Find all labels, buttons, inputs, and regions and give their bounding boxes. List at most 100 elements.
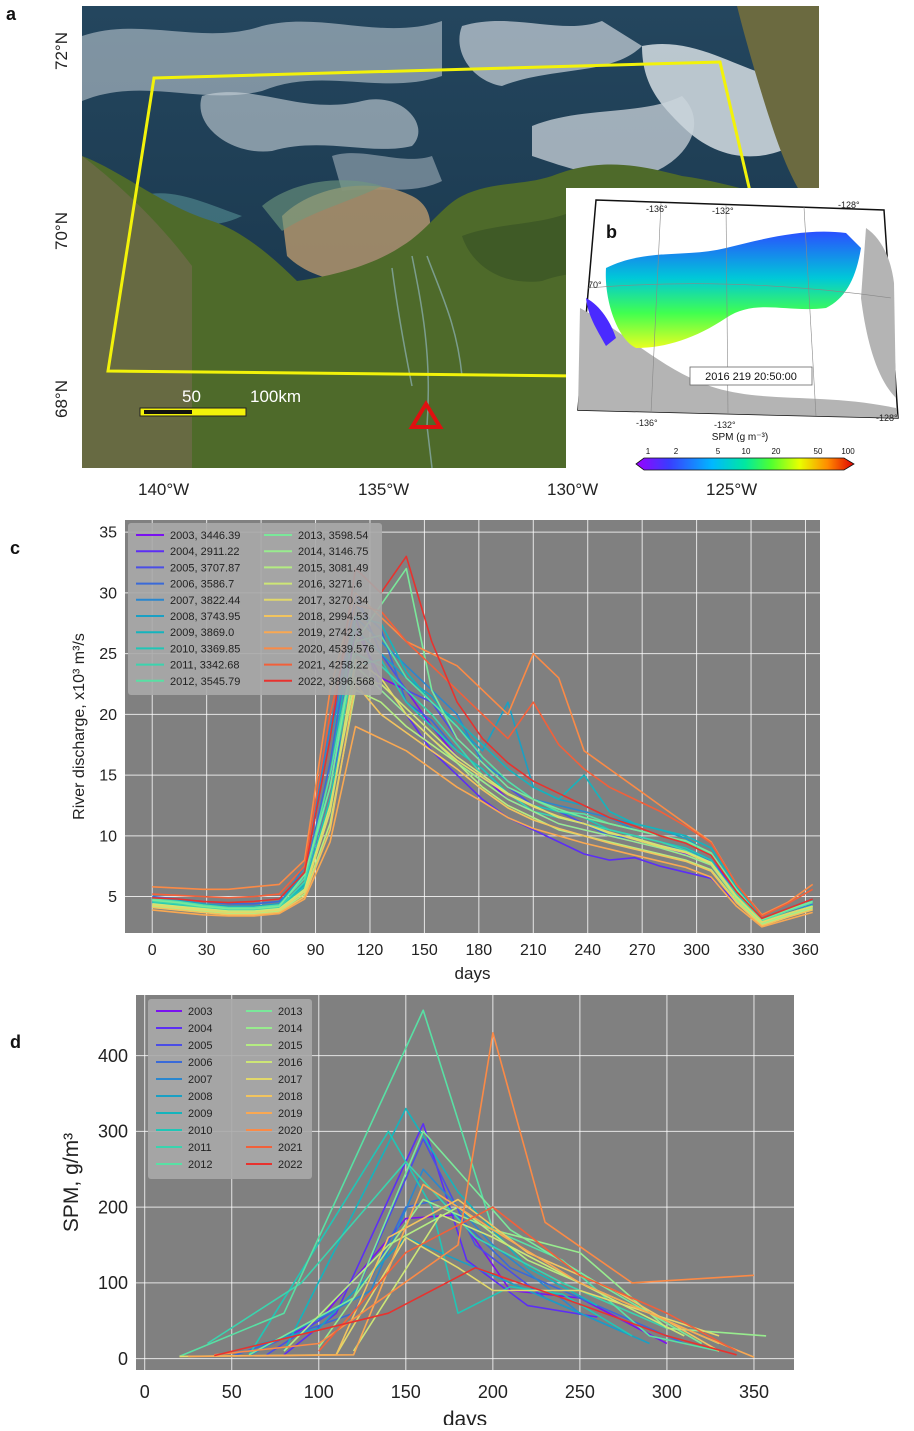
inset-lon-bottom-136: -136°: [636, 418, 658, 428]
chartC-legend-entry: 2013, 3598.54: [298, 530, 368, 542]
chartC-y-tick-label: 20: [99, 707, 117, 724]
chartC-legend-entry: 2014, 3146.75: [298, 546, 368, 558]
chartC-x-tick-label: 360: [792, 942, 819, 959]
chartC-series-line: [152, 634, 813, 922]
lon-label-140w: 140°W: [138, 480, 190, 499]
chartC-x-tick-label: 300: [683, 942, 710, 959]
chartC-x-tick-label: 150: [411, 942, 438, 959]
chartD-y-tick-label: 300: [98, 1122, 128, 1142]
chartD-legend-entry: 2016: [278, 1057, 302, 1069]
lon-label-125w: 125°W: [706, 480, 758, 499]
chartD-series-line: [248, 1168, 581, 1357]
chartD-legend-entry: 2011: [188, 1142, 212, 1154]
chartC-legend-entry: 2021, 4258.22: [298, 660, 368, 672]
chartC-y-tick-label: 10: [99, 828, 117, 845]
chartD-legend-entry: 2004: [188, 1023, 212, 1035]
chartD-y-tick-label: 0: [118, 1349, 128, 1369]
inset-land: [578, 308, 898, 418]
chartD-legend-entry: 2010: [188, 1125, 212, 1137]
scale-bar: [139, 407, 247, 417]
chartC-y-tick-label: 15: [99, 768, 117, 785]
chartC-legend-entry: 2015, 3081.49: [298, 562, 368, 574]
chartD-legend-entry: 2003: [188, 1006, 212, 1018]
inset-spm-edge: [586, 298, 616, 346]
chartD-y-tick-label: 100: [98, 1273, 128, 1293]
chartD-x-tick-label: 50: [222, 1382, 242, 1402]
colorbar-tick-20: 20: [772, 447, 781, 456]
chartD-series-line: [283, 1107, 598, 1352]
chartC-series-line: [152, 555, 813, 920]
colorbar-tick-1: 1: [646, 447, 651, 456]
chartD-legend-entry: 2020: [278, 1125, 302, 1137]
lon-label-130w: 130°W: [547, 480, 599, 499]
chartD-series-line: [335, 1198, 720, 1356]
chartD-x-tick-label: 350: [739, 1382, 769, 1402]
inset-lon-bottom-128: -128°: [876, 413, 898, 423]
inset-spm-map: -136° -132° -128° -136° -132° -128° 70° …: [566, 188, 914, 478]
colorbar-tick-5: 5: [716, 447, 721, 456]
chartC-y-tick-label: 35: [99, 525, 117, 542]
chartD-series-line: [248, 1130, 633, 1356]
chartC-x-tick-label: 0: [148, 942, 157, 959]
scale-label-50: 50: [182, 387, 201, 406]
chartD-legend-entry: 2007: [188, 1074, 212, 1086]
chartD-series-line: [352, 1213, 685, 1352]
chartD-legend-entry: 2019: [278, 1108, 302, 1120]
panel-letter-c: c: [10, 538, 21, 558]
inset-spm-field: [605, 231, 861, 348]
colorbar-tick-50: 50: [814, 447, 823, 456]
scale-label-100km: 100km: [250, 387, 301, 406]
spm-y-axis-label: SPM, g/m³: [60, 1133, 83, 1232]
chartD-legend-entry: 2013: [278, 1006, 302, 1018]
chartC-x-tick-label: 180: [465, 942, 492, 959]
inset-timestamp: 2016 219 20:50:00: [705, 371, 797, 383]
chartD-legend-entry: 2018: [278, 1091, 302, 1103]
chartD-legend-entry: 2014: [278, 1023, 302, 1035]
colorbar-tick-10: 10: [742, 447, 751, 456]
inset-lon-top-132: -132°: [712, 206, 734, 216]
chartC-legend-entry: 2012, 3545.79: [170, 676, 240, 688]
chartC-legend-entry: 2006, 3586.7: [170, 579, 234, 591]
lat-label-72: 72°N: [52, 32, 71, 70]
chartD-x-tick-label: 150: [391, 1382, 421, 1402]
discharge-chart: 0 30 60 90 120 150 180 210 240 270 300 330 360 5 10 15 2…: [71, 520, 820, 983]
spm-x-axis-label: days: [443, 1408, 487, 1425]
chartC-x-tick-label: 30: [198, 942, 216, 959]
spm-chart: 0 50 100 150 200 250 300 350 0 100 200 300 400 2003 2…: [60, 995, 794, 1425]
chartD-legend-entry: 2009: [188, 1108, 212, 1120]
chartD-x-tick-label: 100: [304, 1382, 334, 1402]
lat-label-68: 68°N: [52, 380, 71, 418]
chartC-legend-box: [128, 523, 382, 695]
chartC-x-tick-label: 240: [574, 942, 601, 959]
chartC-legend-entry: 2009, 3869.0: [170, 627, 234, 639]
lat-label-70: 70°N: [52, 212, 71, 250]
chartD-y-tick-label: 200: [98, 1197, 128, 1217]
panel-letter-d: d: [10, 1032, 21, 1052]
chartC-legend-entry: 2011, 3342.68: [170, 660, 240, 672]
chartD-y-tick-label: 400: [98, 1046, 128, 1066]
chartD-legend-entry: 2005: [188, 1040, 212, 1052]
chartC-legend-entry: 2019, 2742.3: [298, 627, 362, 639]
colorbar-label: SPM (g m⁻³): [712, 432, 768, 443]
chartC-legend-entry: 2007, 3822.44: [170, 595, 240, 607]
chartC-y-tick-label: 25: [99, 646, 117, 663]
chartD-x-tick-label: 250: [565, 1382, 595, 1402]
chartC-x-tick-label: 90: [307, 942, 325, 959]
chartC-series-line: [152, 604, 814, 917]
panel-letter-b: b: [606, 222, 617, 242]
chartC-legend-entry: 2004, 2911.22: [170, 546, 240, 558]
chartD-legend-entry: 2017: [278, 1074, 302, 1086]
chartC-series-line: [152, 689, 813, 926]
chartD-x-tick-label: 0: [140, 1382, 150, 1402]
chartC-legend-entry: 2017, 3270.34: [298, 595, 368, 607]
inset-timestamp-box: [689, 366, 813, 386]
panel-letter-a: a: [6, 4, 17, 24]
inset-lon-top-136: -136°: [646, 204, 668, 214]
chartC-series-line: [152, 725, 813, 928]
inset-spm-map-svg: -136° -132° -128° -136° -132° -128° 70° …: [566, 188, 914, 478]
discharge-x-axis-label: days: [455, 964, 491, 983]
chartC-legend-entry: 2022, 3896.568: [298, 676, 374, 688]
chartC-legend-entry: 2010, 3369.85: [170, 643, 240, 655]
chartD-x-tick-label: 200: [478, 1382, 508, 1402]
chartC-x-tick-label: 330: [738, 942, 765, 959]
